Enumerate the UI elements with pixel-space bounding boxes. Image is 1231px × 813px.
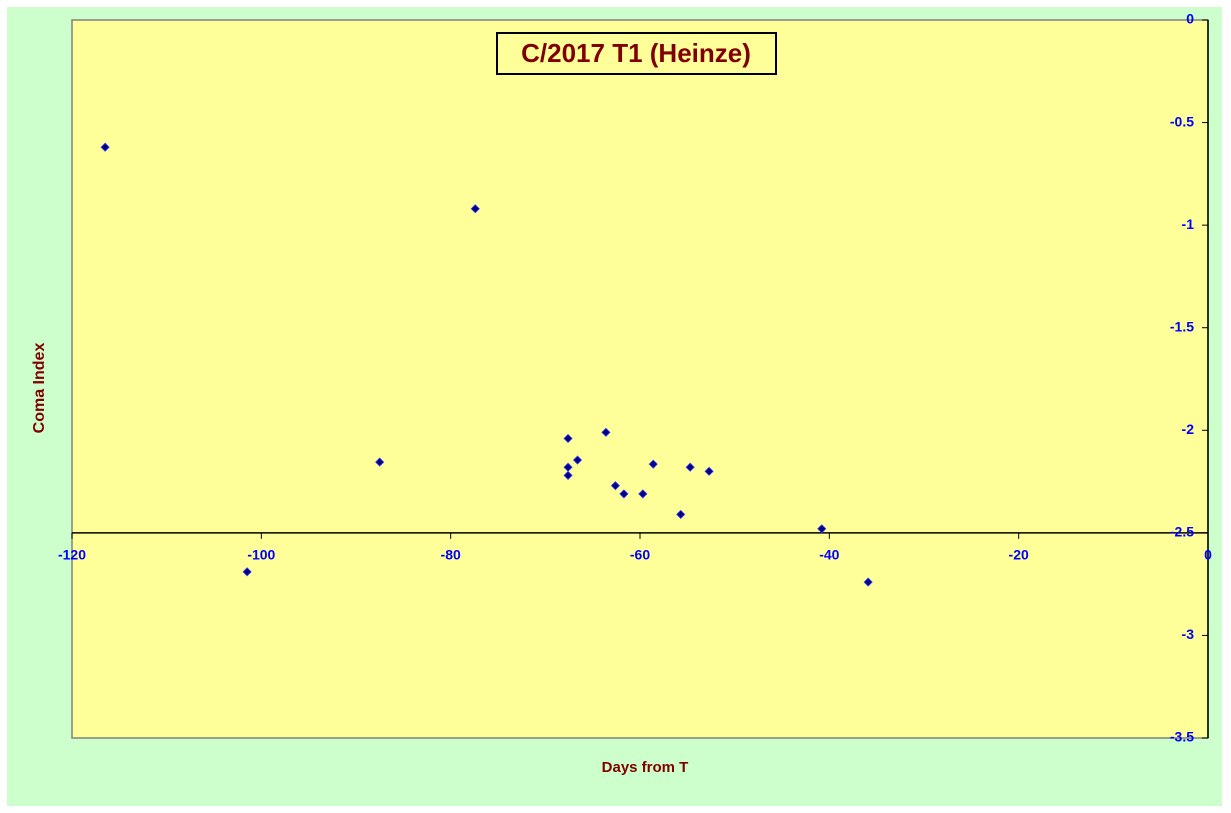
point	[685, 462, 695, 472]
chart-title: C/2017 T1 (Heinze)	[521, 38, 751, 68]
point	[817, 524, 827, 534]
x-tick-label: -100	[247, 547, 275, 563]
point	[100, 142, 110, 152]
y-tick-label: -0.5	[1170, 113, 1194, 129]
point	[704, 466, 714, 476]
y-tick-label: -3	[1182, 626, 1195, 642]
y-tick-label: -2.5	[1170, 524, 1194, 540]
point	[610, 481, 620, 491]
point	[375, 457, 385, 467]
point	[563, 470, 573, 480]
title-box	[496, 32, 777, 75]
x-tick-label: -80	[441, 547, 461, 563]
point	[619, 489, 629, 499]
x-tick-label: -20	[1009, 547, 1029, 563]
point	[863, 577, 873, 587]
point	[648, 459, 658, 469]
y-tick-label: -2	[1182, 421, 1195, 437]
point	[572, 455, 583, 465]
point	[563, 433, 573, 444]
x-tick-label: 0	[1204, 547, 1212, 563]
y-axis-title: Coma Index	[31, 343, 48, 434]
point	[638, 489, 648, 499]
point	[470, 204, 480, 214]
plot-area	[71, 19, 1209, 739]
y-tick-label: -3.5	[1170, 729, 1194, 745]
x-tick-label: -40	[819, 547, 839, 563]
x-tick-label: -60	[630, 547, 650, 563]
y-tick-label: 0	[1186, 11, 1194, 27]
y-tick-label: -1	[1182, 216, 1195, 232]
point	[601, 427, 611, 437]
y-tick-label: -1.5	[1170, 318, 1194, 334]
x-tick-label: -120	[58, 547, 86, 563]
point	[676, 509, 686, 519]
point	[242, 567, 252, 577]
x-axis-title: Days from T	[602, 759, 689, 776]
